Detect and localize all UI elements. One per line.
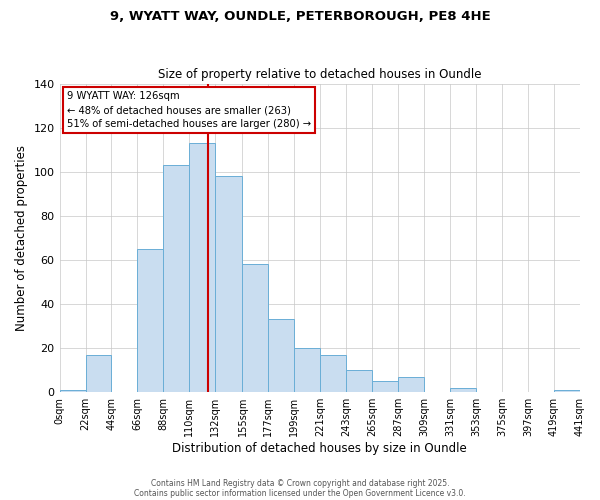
- Bar: [450, 388, 476, 392]
- Text: 9 WYATT WAY: 126sqm
← 48% of detached houses are smaller (263)
51% of semi-detac: 9 WYATT WAY: 126sqm ← 48% of detached ho…: [67, 92, 311, 130]
- Bar: [163, 165, 190, 392]
- Text: Contains HM Land Registry data © Crown copyright and database right 2025.: Contains HM Land Registry data © Crown c…: [151, 478, 449, 488]
- Bar: [295, 348, 320, 392]
- Bar: [372, 381, 398, 392]
- Bar: [190, 143, 215, 392]
- Bar: [86, 354, 112, 392]
- Y-axis label: Number of detached properties: Number of detached properties: [15, 145, 28, 331]
- Text: 9, WYATT WAY, OUNDLE, PETERBOROUGH, PE8 4HE: 9, WYATT WAY, OUNDLE, PETERBOROUGH, PE8 …: [110, 10, 490, 23]
- Text: Contains public sector information licensed under the Open Government Licence v3: Contains public sector information licen…: [134, 488, 466, 498]
- Bar: [215, 176, 242, 392]
- Bar: [554, 390, 580, 392]
- Bar: [398, 377, 424, 392]
- Bar: [320, 354, 346, 392]
- X-axis label: Distribution of detached houses by size in Oundle: Distribution of detached houses by size …: [172, 442, 467, 455]
- Bar: [242, 264, 268, 392]
- Bar: [346, 370, 372, 392]
- Bar: [59, 390, 86, 392]
- Bar: [137, 249, 163, 392]
- Bar: [268, 320, 295, 392]
- Title: Size of property relative to detached houses in Oundle: Size of property relative to detached ho…: [158, 68, 482, 81]
